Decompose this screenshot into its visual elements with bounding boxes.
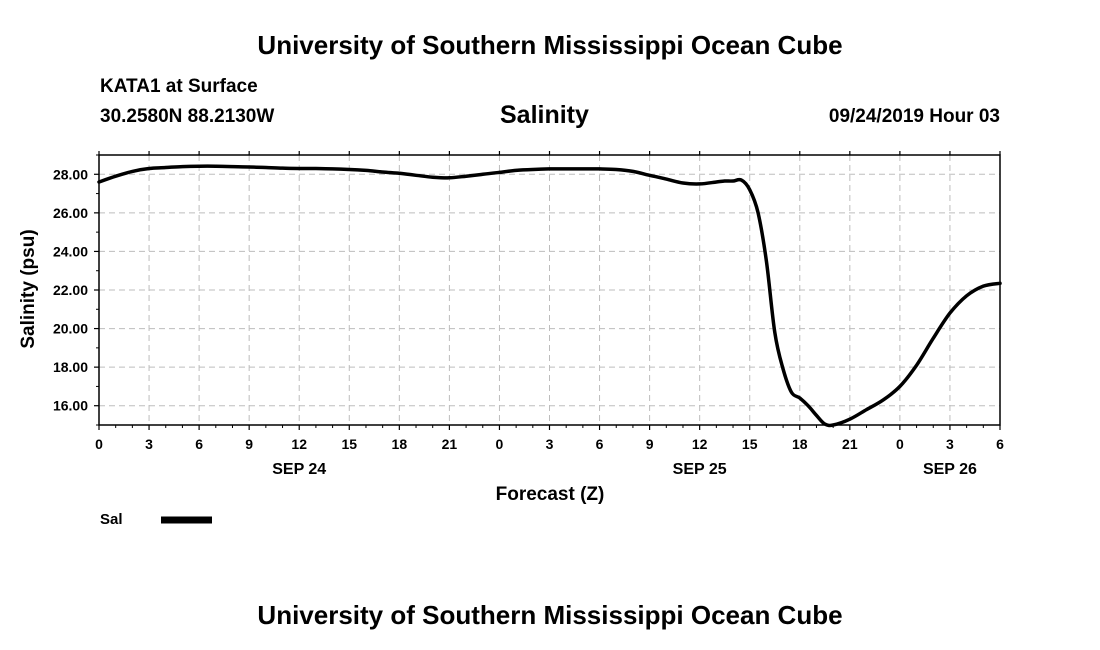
y-tick-label: 24.00	[53, 243, 88, 259]
x-date-label: SEP 26	[923, 461, 977, 478]
chart-title: Salinity	[500, 101, 589, 129]
x-tick-label: 12	[291, 436, 307, 452]
x-tick-label: 15	[742, 436, 758, 452]
x-tick-label: 6	[596, 436, 604, 452]
x-tick-label: 21	[842, 436, 858, 452]
x-axis-tick-labels: 0 3 6 9 12 15 18 21 0 3 6 9 12 15 18 21 0 3 6	[95, 436, 1004, 452]
x-tick-label: 9	[245, 436, 253, 452]
x-axis-title: Forecast (Z)	[496, 484, 605, 505]
y-tick-label: 18.00	[53, 359, 88, 375]
footer-title: University of Southern Mississippi Ocean…	[257, 600, 843, 630]
plot-frame	[98, 154, 1001, 426]
x-tick-label: 15	[341, 436, 357, 452]
forecast-timestamp: 09/24/2019 Hour 03	[828, 106, 1000, 127]
y-tick-label: 28.00	[53, 166, 88, 182]
x-tick-label: 9	[646, 436, 654, 452]
x-date-label: SEP 25	[673, 461, 727, 478]
x-tick-label: 3	[145, 436, 153, 452]
y-tick-label: 26.00	[53, 205, 88, 221]
legend-label-sal: Sal	[100, 511, 123, 528]
x-tick-label: 12	[692, 436, 708, 452]
y-tick-label: 16.00	[53, 398, 88, 414]
x-tick-label: 0	[496, 436, 504, 452]
x-axis-date-labels: SEP 24 SEP 25 SEP 26	[272, 461, 977, 478]
y-tick-label: 22.00	[53, 282, 88, 298]
x-tick-label: 18	[792, 436, 808, 452]
x-date-label: SEP 24	[272, 461, 326, 478]
page-title: University of Southern Mississippi Ocean…	[257, 30, 843, 60]
x-tick-label: 21	[442, 436, 458, 452]
x-tick-label: 6	[996, 436, 1004, 452]
x-tick-label: 18	[392, 436, 408, 452]
legend: Sal	[100, 511, 212, 528]
x-tick-label: 3	[946, 436, 954, 452]
station-coordinates: 30.2580N 88.2130W	[100, 106, 275, 127]
grid	[98, 155, 1001, 425]
y-axis-tick-labels: 16.00 18.00 20.00 22.00 24.00 26.00 28.00	[53, 166, 88, 413]
x-tick-label: 3	[546, 436, 554, 452]
x-tick-label: 6	[195, 436, 203, 452]
y-axis-title: Salinity (psu)	[18, 229, 39, 348]
x-tick-label: 0	[896, 436, 904, 452]
station-label: KATA1 at Surface	[100, 76, 258, 97]
x-tick-label: 0	[95, 436, 103, 452]
y-tick-label: 20.00	[53, 321, 88, 337]
